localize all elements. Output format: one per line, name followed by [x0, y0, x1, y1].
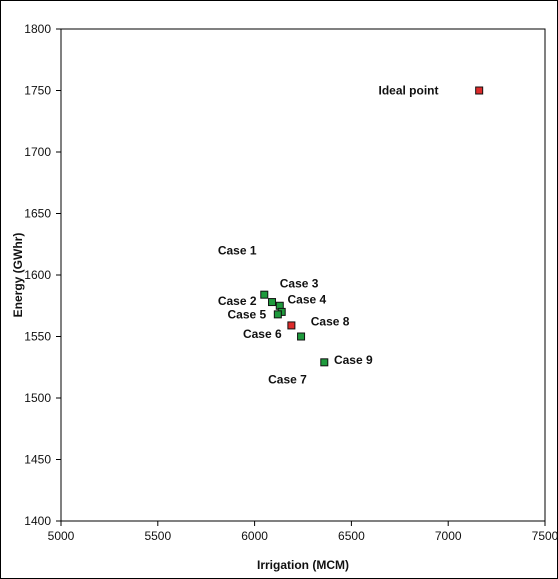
x-axis-ticks: 5000 5500 6000 6500 7000 7500: [48, 521, 557, 543]
y-tick-label: 1650: [24, 207, 51, 221]
point-label: Case 9: [334, 353, 373, 367]
y-tick-label: 1750: [24, 84, 51, 98]
y-axis-label: Energy (GWhr): [11, 233, 25, 318]
x-tick-label: 7000: [435, 529, 462, 543]
data-points: [260, 86, 484, 367]
y-tick-label: 1450: [24, 453, 51, 467]
data-point: [297, 332, 306, 341]
point-label: Case 3: [280, 277, 319, 291]
data-point: [287, 321, 296, 330]
x-tick-label: 5500: [144, 529, 171, 543]
x-tick-label: 5000: [48, 529, 75, 543]
point-label: Ideal point: [379, 84, 439, 98]
data-point: [320, 358, 329, 367]
point-label: Case 8: [311, 315, 350, 329]
y-tick-label: 1800: [24, 22, 51, 36]
point-label: Case 2: [218, 294, 257, 308]
plot-area: [60, 28, 546, 522]
y-tick-label: 1500: [24, 391, 51, 405]
data-point: [260, 290, 269, 299]
point-label: Case 7: [268, 373, 307, 387]
point-annotations: Case 1 Case 3 Case 2 Case 4 Case 5 Case 8 Case…: [218, 84, 439, 387]
x-axis-label: Irrigation (MCM): [257, 558, 349, 572]
point-label: Case 6: [243, 327, 282, 341]
y-tick-label: 1700: [24, 145, 51, 159]
x-tick-label: 6500: [338, 529, 365, 543]
x-tick-label: 6000: [241, 529, 268, 543]
data-point: [268, 298, 277, 307]
y-tick-label: 1600: [24, 268, 51, 282]
point-label: Case 5: [227, 307, 266, 321]
point-label: Case 1: [218, 243, 257, 257]
data-point: [475, 86, 484, 95]
point-label: Case 4: [288, 293, 327, 307]
y-axis-ticks: 1400 1450 1500 1550 1600 1650 1700 1750 1800: [24, 22, 61, 528]
y-tick-label: 1550: [24, 330, 51, 344]
x-tick-label: 7500: [532, 529, 557, 543]
y-tick-label: 1400: [24, 514, 51, 528]
data-point: [273, 310, 282, 319]
